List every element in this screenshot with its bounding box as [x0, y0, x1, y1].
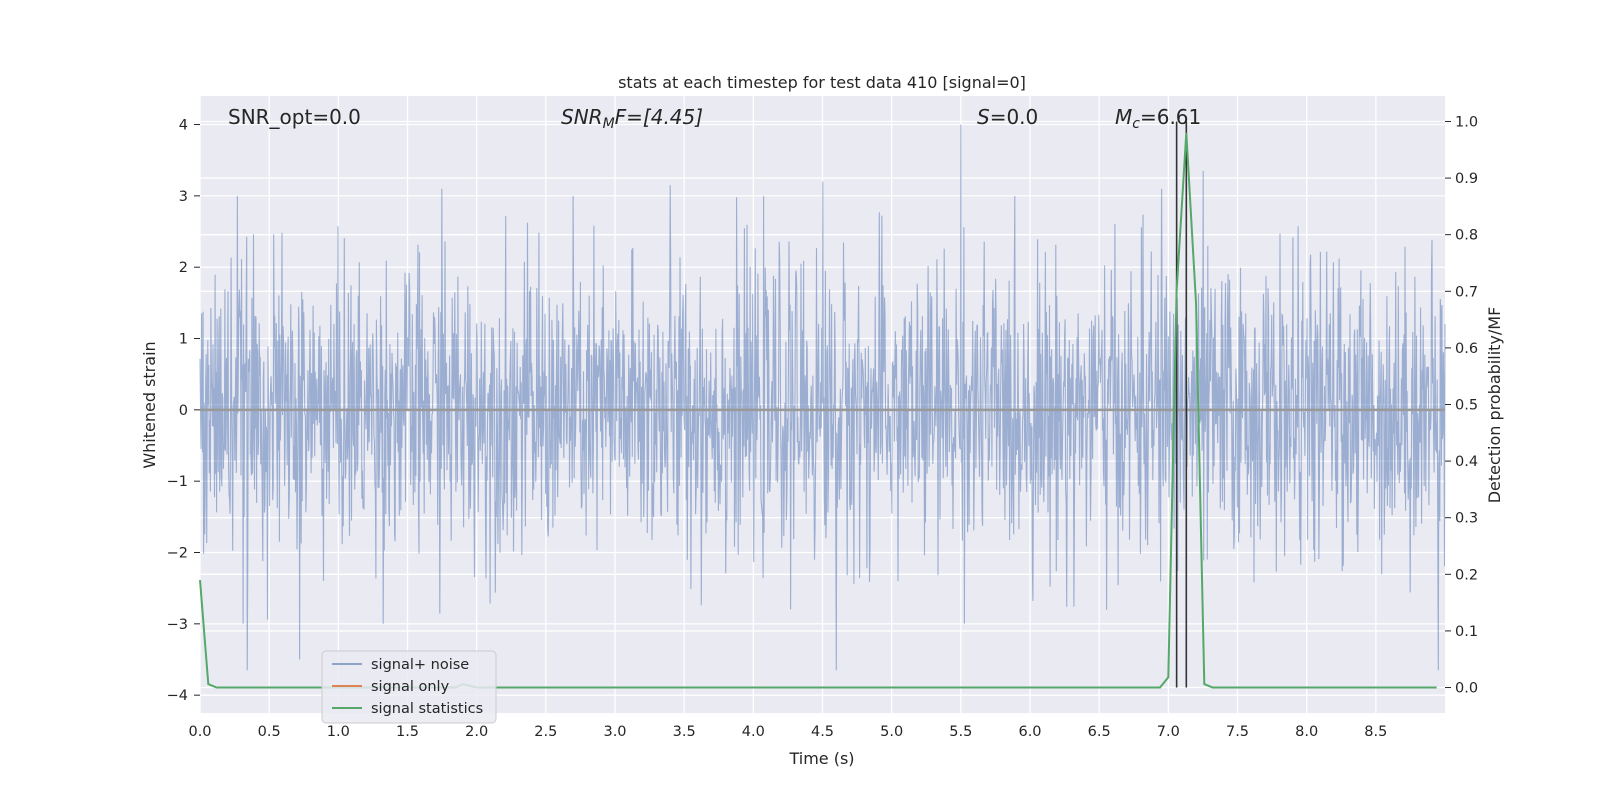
chart-title: stats at each timestep for test data 410…: [618, 73, 1026, 92]
y-axis-right-label: Detection probability/MF: [1485, 307, 1504, 504]
y-tick-label: 1: [179, 332, 188, 348]
event-vlines: [1175, 121, 1188, 688]
x-tick-label: 3.0: [603, 724, 626, 740]
x-tick-label: 0.5: [258, 724, 281, 740]
y-tick-label: 4: [179, 118, 188, 134]
y-right-tick-label: 0.0: [1455, 681, 1478, 697]
x-tick-label: 3.5: [673, 724, 696, 740]
x-tick-label: 4.5: [811, 724, 834, 740]
signal-noise-series: [199, 124, 1446, 671]
legend-label-signal-noise: signal+ noise: [371, 657, 469, 673]
x-tick-label: 6.0: [1018, 724, 1041, 740]
annotation-snr-opt: SNR_opt=0.0: [228, 105, 361, 129]
x-tick-label: 7.5: [1226, 724, 1249, 740]
x-tick-label: 6.5: [1088, 724, 1111, 740]
signal-statistics-series: [199, 132, 1437, 689]
y-right-tick-label: 0.5: [1455, 398, 1478, 414]
annotation-snr-mf: SNRMF=[4.45]: [561, 105, 703, 132]
y-tick-label: −1: [167, 474, 188, 490]
signal-noise-line: [199, 124, 1446, 671]
x-tick-label: 2.0: [465, 724, 488, 740]
y-ticks-right: 0.0 0.1 0.2 0.3 0.4 0.5 0.6 0.7 0.8 0.9 1.0: [1445, 114, 1478, 697]
y-right-tick-label: 0.8: [1455, 228, 1478, 244]
x-tick-label: 7.0: [1157, 724, 1180, 740]
y-right-tick-label: 0.7: [1455, 284, 1478, 300]
legend: signal+ noise signal only signal statist…: [321, 650, 497, 724]
x-tick-label: 4.0: [742, 724, 765, 740]
y-right-tick-label: 0.3: [1455, 511, 1478, 527]
y-tick-label: −3: [167, 617, 188, 633]
legend-box: [321, 650, 497, 724]
legend-label-signal-only: signal only: [371, 679, 450, 695]
annotation-mc: Mc=6.61: [1115, 105, 1201, 132]
x-tick-label: 1.0: [327, 724, 350, 740]
legend-label-signal-statistics: signal statistics: [371, 701, 483, 717]
x-tick-label: 5.5: [949, 724, 972, 740]
x-axis-label: Time (s): [788, 749, 854, 768]
y-right-tick-label: 0.4: [1455, 454, 1478, 470]
grid: [199, 96, 1445, 713]
y-tick-label: 3: [179, 189, 188, 205]
x-tick-label: 5.0: [880, 724, 903, 740]
x-tick-label: 8.0: [1295, 724, 1318, 740]
x-tick-label: 1.5: [396, 724, 419, 740]
y-tick-label: 0: [179, 403, 188, 419]
annotation-s: S=0.0: [977, 105, 1038, 129]
y-tick-label: −2: [167, 546, 188, 562]
y-right-tick-label: 0.6: [1455, 341, 1478, 357]
y-right-tick-label: 0.2: [1455, 567, 1478, 583]
y-ticks-left: −4 −3 −2 −1 0 1 2 3 4: [167, 118, 200, 704]
y-axis-label: Whitened strain: [140, 341, 159, 468]
y-tick-label: 2: [179, 260, 188, 276]
x-tick-label: 2.5: [534, 724, 557, 740]
y-right-tick-label: 0.9: [1455, 171, 1478, 187]
x-tick-label: 0.0: [188, 724, 211, 740]
x-tick-label: 8.5: [1364, 724, 1387, 740]
x-ticks: 0.0 0.5 1.0 1.5 2.0 2.5 3.0 3.5 4.0 4.5 5.0 5.5 6.0 6…: [188, 724, 1387, 740]
y-right-tick-label: 1.0: [1455, 114, 1478, 130]
y-tick-label: −4: [167, 688, 188, 704]
signal-statistics-line: [199, 132, 1437, 689]
y-right-tick-label: 0.1: [1455, 624, 1478, 640]
